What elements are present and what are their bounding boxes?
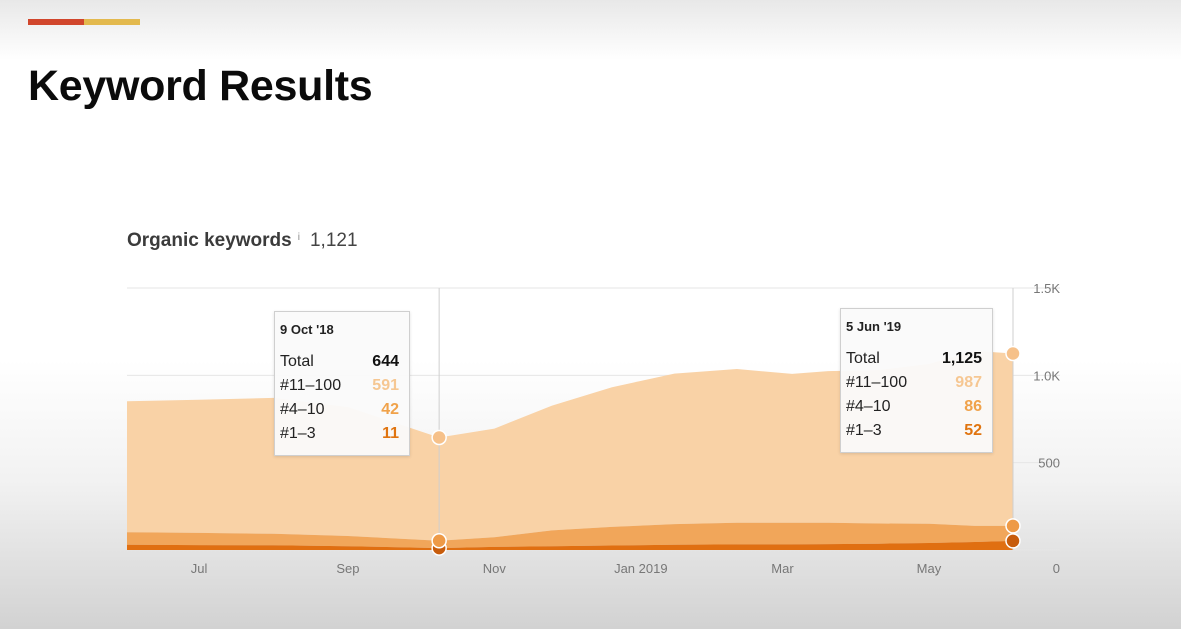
area-series-4-10 — [127, 522, 1013, 549]
hover-point — [1005, 533, 1021, 549]
marker-layer — [431, 288, 1021, 556]
tooltip-value: 42 — [381, 401, 399, 418]
hover-point — [431, 532, 447, 549]
tooltip-jun-2019: 5 Jun '19 Total 1,125 #11–100 987 #4–10 … — [840, 308, 993, 453]
tooltip-value: 1,125 — [941, 350, 982, 367]
x-tick-label: May — [917, 561, 942, 576]
hover-markers-jun-2019 — [1005, 288, 1021, 550]
tooltip-label: #11–100 — [280, 377, 342, 394]
tooltip-row-total: Total 1,125 — [846, 347, 982, 371]
tooltip-value: 11 — [382, 425, 399, 442]
y-tick-label: 500 — [1038, 456, 1060, 471]
tooltip-date: 5 Jun '19 — [846, 319, 902, 334]
x-tick-label: Jan 2019 — [614, 561, 668, 576]
y-tick-label: 1.0K — [1033, 368, 1060, 383]
tooltip-value: 86 — [964, 398, 982, 415]
tooltip-row-1-3: #1–3 11 — [280, 422, 399, 446]
tooltip-value: 52 — [964, 422, 982, 439]
chart-header: Organic keywords i 1,121 — [127, 230, 358, 252]
tooltip-row-4-10: #4–10 42 — [280, 398, 399, 422]
axis-layer: 0 500 1.0K 1.5K Jul Sep Nov Jan 2019 Mar May — [191, 281, 1061, 576]
x-tick-label: Nov — [483, 561, 507, 576]
info-icon[interactable]: i — [297, 232, 300, 243]
tooltip-row-1-3: #1–3 52 — [846, 419, 982, 443]
tooltip-oct-2018: 9 Oct '18 Total 644 #11–100 591 #4–10 42… — [274, 311, 410, 456]
x-tick-label: Jul — [191, 561, 208, 576]
organic-keywords-total: 1,121 — [309, 230, 358, 251]
hover-markers-oct-2018 — [431, 288, 447, 556]
hover-point — [431, 429, 447, 446]
tooltip-label: #1–3 — [280, 425, 316, 442]
accent-bar — [28, 19, 140, 25]
hover-point — [1005, 345, 1021, 362]
tooltip-label: #4–10 — [280, 401, 325, 418]
y-tick-label: 0 — [1053, 561, 1060, 576]
x-tick-label: Sep — [336, 561, 359, 576]
tooltip-row-11-100: #11–100 987 — [846, 371, 982, 395]
area-series-11-100 — [127, 350, 1013, 541]
tooltip-value: 591 — [372, 377, 399, 394]
chart-title: Organic keywords — [127, 230, 292, 251]
tooltip-label: Total — [280, 353, 314, 370]
tooltip-label: #11–100 — [846, 374, 908, 391]
tooltip-label: Total — [846, 350, 880, 367]
tooltip-row-4-10: #4–10 86 — [846, 395, 982, 419]
tooltip-row-total: Total 644 — [280, 350, 399, 374]
accent-bar-gold — [84, 19, 140, 25]
tooltip-value: 644 — [372, 353, 399, 370]
area-layer — [127, 350, 1013, 550]
tooltip-value: 987 — [955, 374, 982, 391]
slide-title: Keyword Results — [28, 62, 373, 110]
area-series-1-3 — [127, 540, 1013, 550]
tooltip-row-11-100: #11–100 591 — [280, 374, 399, 398]
tooltip-label: #1–3 — [846, 422, 882, 439]
y-tick-label: 1.5K — [1033, 281, 1060, 296]
x-tick-label: Mar — [771, 561, 794, 576]
tooltip-date: 9 Oct '18 — [280, 322, 334, 337]
accent-bar-red — [28, 19, 84, 25]
tooltip-label: #4–10 — [846, 398, 891, 415]
hover-point — [1005, 518, 1021, 534]
